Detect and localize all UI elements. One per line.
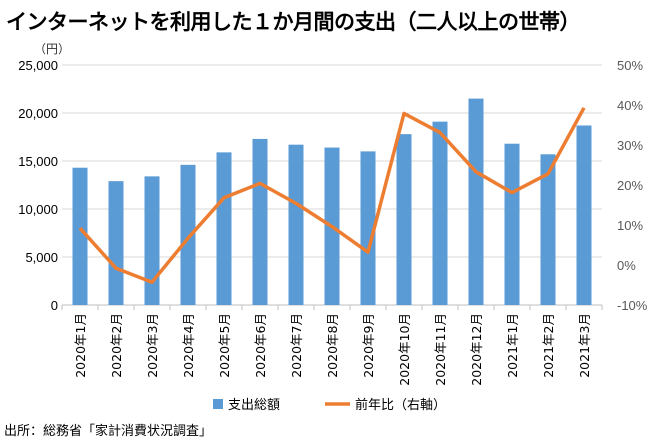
bar [396, 134, 412, 305]
x-axis-tick-label: 2020年10月 [397, 313, 412, 386]
bar [108, 181, 124, 305]
x-axis-tick-label: 2021年1月 [505, 313, 520, 378]
right-axis-tick-label: 40% [617, 98, 643, 113]
right-axis-tick-label: -10% [617, 298, 648, 313]
x-axis-tick-label: 2020年11月 [433, 313, 448, 386]
x-axis-tick-label: 2020年1月 [73, 313, 88, 378]
left-axis-unit: （円） [34, 42, 71, 56]
chart-title: インターネットを利用した１か月間の支出（二人以上の世帯） [6, 10, 581, 34]
x-axis-tick-label: 2020年7月 [289, 313, 304, 378]
legend-label-line: 前年比（右軸） [355, 397, 446, 413]
right-axis-tick-label: 0% [617, 258, 636, 273]
left-axis-tick-label: 10,000 [18, 202, 58, 217]
bar [504, 143, 520, 305]
x-axis-tick-label: 2020年9月 [361, 313, 376, 378]
x-axis-tick-label: 2021年3月 [577, 313, 592, 378]
left-axis-tick-label: 0 [51, 298, 58, 313]
x-axis-tick-label: 2020年3月 [145, 313, 160, 378]
bar [540, 154, 556, 305]
left-axis-tick-label: 20,000 [18, 106, 58, 121]
right-axis-tick-label: 50% [617, 58, 643, 73]
x-axis-tick-label: 2020年4月 [181, 313, 196, 378]
bar [72, 167, 88, 305]
bar [216, 152, 232, 305]
bar [180, 164, 196, 305]
x-axis-tick-label: 2020年8月 [325, 313, 340, 378]
legend-label-bar: 支出総額 [228, 398, 280, 413]
left-axis-tick-label: 5,000 [25, 250, 58, 265]
source-note: 出所：総務省「家計消費状況調査」 [4, 424, 213, 439]
x-axis-tick-label: 2020年12月 [469, 313, 484, 386]
bar [288, 144, 304, 305]
bar [144, 176, 160, 305]
right-axis-tick-label: 20% [617, 178, 643, 193]
right-axis-tick-label: 10% [617, 218, 643, 233]
x-axis-tick-label: 2020年5月 [217, 313, 232, 378]
right-axis-tick-label: 30% [617, 138, 643, 153]
bar [468, 98, 484, 305]
bar [252, 138, 268, 305]
x-axis-tick-label: 2021年2月 [541, 313, 556, 378]
left-axis-tick-label: 25,000 [18, 58, 58, 73]
x-axis-tick-label: 2020年6月 [253, 313, 268, 378]
x-axis-tick-label: 2020年2月 [109, 313, 124, 378]
bar [432, 121, 448, 305]
left-axis-tick-label: 15,000 [18, 154, 58, 169]
bar [360, 151, 376, 305]
legend-swatch-bar [213, 399, 223, 409]
bar [576, 125, 592, 305]
